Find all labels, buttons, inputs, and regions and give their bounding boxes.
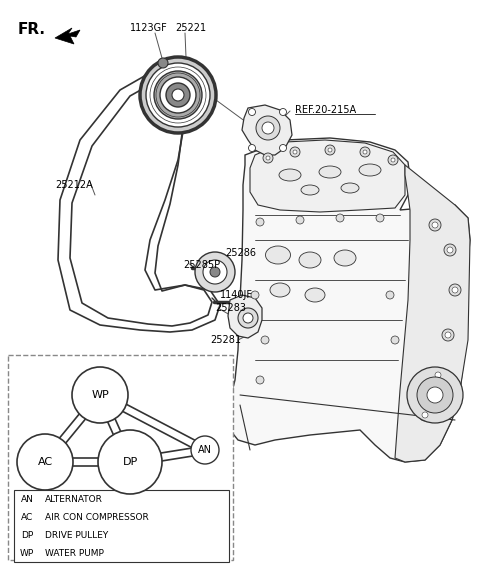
Circle shape	[452, 287, 458, 293]
Circle shape	[447, 247, 453, 253]
Circle shape	[256, 218, 264, 226]
Circle shape	[445, 332, 451, 338]
Circle shape	[249, 109, 255, 116]
Polygon shape	[228, 295, 262, 338]
Circle shape	[293, 150, 297, 154]
Text: REF.20-215A: REF.20-215A	[295, 105, 356, 115]
Ellipse shape	[301, 185, 319, 195]
Text: DP: DP	[21, 530, 33, 539]
Ellipse shape	[299, 252, 321, 268]
Circle shape	[262, 122, 274, 134]
Polygon shape	[242, 105, 292, 155]
Circle shape	[249, 145, 255, 151]
Circle shape	[296, 216, 304, 224]
Text: WP: WP	[20, 549, 34, 558]
Circle shape	[243, 313, 253, 323]
Text: AIR CON COMPRESSOR: AIR CON COMPRESSOR	[45, 513, 149, 522]
Circle shape	[435, 372, 441, 378]
Circle shape	[427, 387, 443, 403]
Text: ALTERNATOR: ALTERNATOR	[45, 494, 103, 504]
Ellipse shape	[279, 169, 301, 181]
Circle shape	[172, 89, 184, 101]
Circle shape	[432, 222, 438, 228]
Ellipse shape	[265, 246, 290, 264]
Circle shape	[279, 109, 287, 116]
Circle shape	[146, 63, 210, 127]
Ellipse shape	[341, 183, 359, 193]
Circle shape	[391, 158, 395, 162]
Circle shape	[261, 336, 269, 344]
Circle shape	[72, 367, 128, 423]
Circle shape	[386, 291, 394, 299]
Text: FR.: FR.	[18, 22, 46, 37]
Polygon shape	[395, 165, 470, 462]
Polygon shape	[55, 28, 80, 44]
Bar	[14, 490, 229, 562]
Ellipse shape	[359, 164, 381, 176]
Circle shape	[238, 308, 258, 328]
Circle shape	[290, 147, 300, 157]
Circle shape	[388, 155, 398, 165]
Circle shape	[158, 58, 168, 68]
Circle shape	[203, 260, 227, 284]
Circle shape	[363, 150, 367, 154]
Circle shape	[449, 284, 461, 296]
Circle shape	[266, 156, 270, 160]
Circle shape	[391, 336, 399, 344]
Text: AN: AN	[198, 445, 212, 455]
Circle shape	[444, 244, 456, 256]
Circle shape	[256, 116, 280, 140]
Ellipse shape	[319, 166, 341, 178]
Circle shape	[328, 148, 332, 152]
Polygon shape	[250, 140, 405, 212]
Circle shape	[360, 147, 370, 157]
Circle shape	[154, 71, 202, 119]
Text: 25221: 25221	[175, 23, 206, 33]
Circle shape	[417, 377, 453, 413]
Ellipse shape	[270, 283, 290, 297]
Text: AN: AN	[21, 494, 34, 504]
Circle shape	[160, 77, 196, 113]
Text: WP: WP	[91, 390, 109, 400]
Circle shape	[263, 153, 273, 163]
Text: 1140JF: 1140JF	[220, 290, 253, 300]
Circle shape	[407, 367, 463, 423]
Text: DP: DP	[122, 457, 138, 467]
Circle shape	[251, 291, 259, 299]
Text: 1123GF: 1123GF	[130, 23, 168, 33]
Circle shape	[376, 214, 384, 222]
Text: 25286: 25286	[225, 248, 256, 258]
Text: 25285P: 25285P	[183, 260, 220, 270]
Ellipse shape	[334, 250, 356, 266]
Ellipse shape	[305, 288, 325, 302]
Circle shape	[256, 376, 264, 384]
Circle shape	[442, 329, 454, 341]
Circle shape	[195, 252, 235, 292]
Circle shape	[17, 434, 73, 490]
Circle shape	[191, 436, 219, 464]
Circle shape	[432, 369, 444, 381]
Circle shape	[166, 83, 190, 107]
Circle shape	[210, 267, 220, 277]
Text: AC: AC	[37, 457, 53, 467]
Text: 25283: 25283	[215, 303, 246, 313]
Circle shape	[336, 214, 344, 222]
Circle shape	[422, 412, 428, 418]
Text: 25281: 25281	[210, 335, 241, 345]
Text: AC: AC	[21, 513, 33, 522]
Circle shape	[140, 57, 216, 133]
Text: DRIVE PULLEY: DRIVE PULLEY	[45, 530, 108, 539]
Bar	[8, 355, 233, 560]
Circle shape	[429, 219, 441, 231]
Circle shape	[279, 145, 287, 151]
Circle shape	[419, 409, 431, 421]
Circle shape	[325, 145, 335, 155]
Polygon shape	[228, 138, 470, 462]
Circle shape	[98, 430, 162, 494]
Text: 25212A: 25212A	[55, 180, 93, 190]
Text: WATER PUMP: WATER PUMP	[45, 549, 104, 558]
